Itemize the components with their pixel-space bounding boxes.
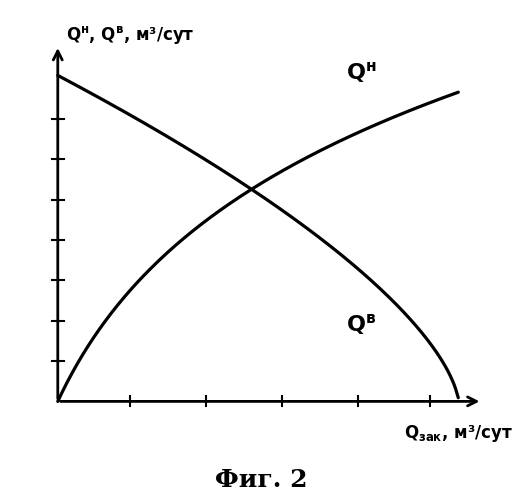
- Text: $\mathbf{Q^{н}}$, $\mathbf{Q^{в}}$, м³/сут: $\mathbf{Q^{н}}$, $\mathbf{Q^{в}}$, м³/с…: [66, 24, 194, 46]
- Text: Фиг. 2: Фиг. 2: [215, 468, 307, 492]
- Text: $\mathbf{Q^{н}}$: $\mathbf{Q^{н}}$: [346, 60, 377, 84]
- Text: $\mathbf{Q^{в}}$: $\mathbf{Q^{в}}$: [346, 312, 376, 336]
- Text: $\mathbf{Q_{зак}}$, м³/сут: $\mathbf{Q_{зак}}$, м³/сут: [404, 423, 513, 444]
